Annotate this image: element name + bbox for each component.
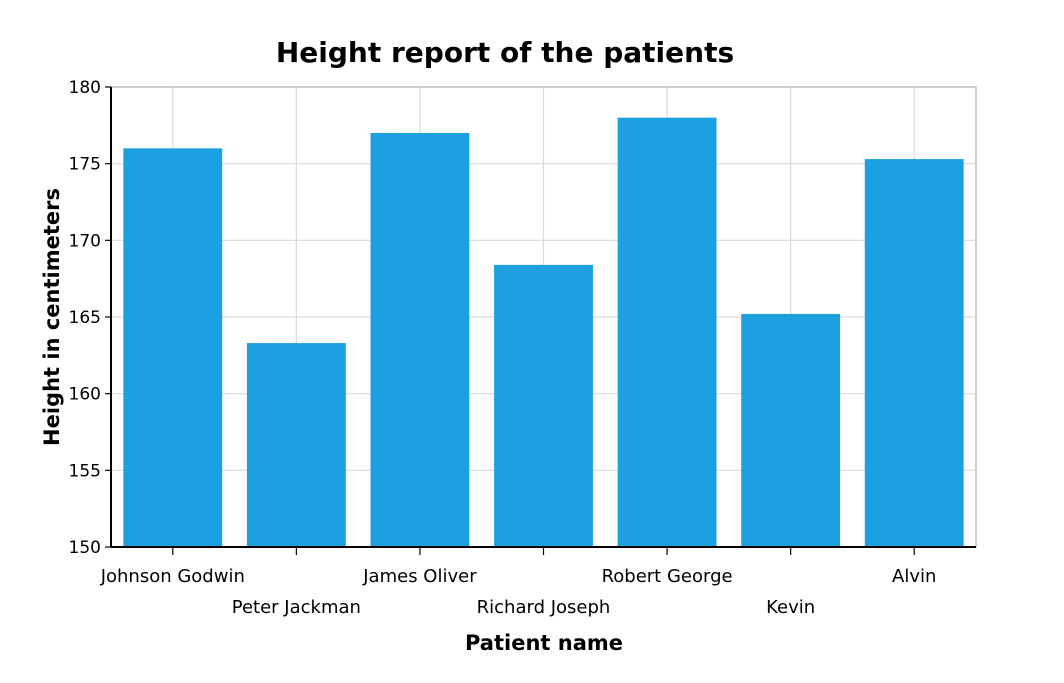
x-tick-label: Robert George bbox=[602, 566, 733, 587]
bar bbox=[617, 117, 717, 548]
x-tick-label: Richard Joseph bbox=[477, 597, 611, 618]
y-tick-label: 175 bbox=[69, 155, 101, 175]
y-tick-label: 160 bbox=[69, 385, 101, 405]
x-tick-label: Johnson Godwin bbox=[100, 566, 245, 587]
x-tick-label: Kevin bbox=[766, 597, 815, 618]
y-tick-label: 150 bbox=[69, 538, 101, 558]
y-tick-label: 180 bbox=[69, 78, 101, 98]
y-axis-title: Height in centimeters bbox=[40, 188, 64, 446]
chart-title: Height report of the patients bbox=[276, 36, 734, 69]
x-tick-label: Alvin bbox=[892, 566, 936, 587]
y-tick-label: 170 bbox=[69, 231, 101, 251]
x-axis-title: Patient name bbox=[465, 631, 623, 655]
bars bbox=[123, 117, 964, 548]
x-tick-label: Peter Jackman bbox=[232, 597, 361, 618]
y-tick-label: 165 bbox=[69, 308, 101, 328]
y-tick-label: 155 bbox=[69, 461, 101, 481]
axes bbox=[105, 86, 976, 555]
bar bbox=[741, 313, 841, 547]
x-tick-label: James Oliver bbox=[362, 566, 477, 587]
bar bbox=[370, 133, 470, 547]
bar bbox=[246, 343, 346, 547]
bar bbox=[864, 159, 964, 548]
tick-labels: 150 155 160 165 170 175 180 Johnson Godwin Peter… bbox=[69, 78, 937, 618]
bar bbox=[123, 148, 223, 548]
bar bbox=[494, 264, 593, 547]
